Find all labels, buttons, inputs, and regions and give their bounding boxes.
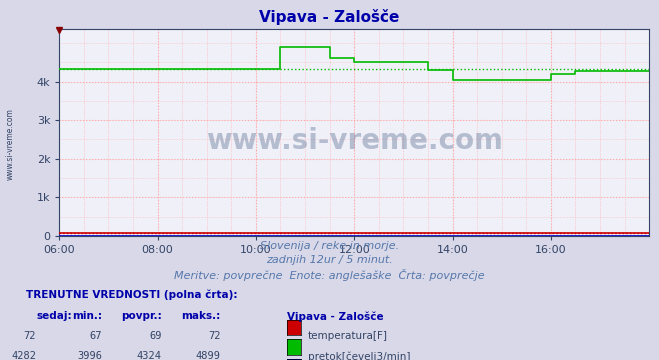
Text: 4282: 4282 — [11, 351, 36, 360]
Text: maks.:: maks.: — [181, 311, 221, 321]
Text: 72: 72 — [24, 331, 36, 341]
Text: temperatura[F]: temperatura[F] — [308, 331, 387, 341]
Text: Vipava - Zalošče: Vipava - Zalošče — [287, 311, 384, 322]
Text: sedaj:: sedaj: — [36, 311, 72, 321]
Text: povpr.:: povpr.: — [121, 311, 161, 321]
Text: TRENUTNE VREDNOSTI (polna črta):: TRENUTNE VREDNOSTI (polna črta): — [26, 290, 238, 300]
Text: 4324: 4324 — [136, 351, 161, 360]
Text: Slovenija / reke in morje.: Slovenija / reke in morje. — [260, 241, 399, 251]
Text: 3996: 3996 — [77, 351, 102, 360]
Text: www.si-vreme.com: www.si-vreme.com — [206, 127, 503, 154]
Text: 67: 67 — [90, 331, 102, 341]
Text: zadnjih 12ur / 5 minut.: zadnjih 12ur / 5 minut. — [266, 255, 393, 265]
Text: 72: 72 — [208, 331, 221, 341]
Text: 4899: 4899 — [196, 351, 221, 360]
Text: Meritve: povprečne  Enote: anglešaške  Črta: povprečje: Meritve: povprečne Enote: anglešaške Črt… — [174, 269, 485, 280]
Text: www.si-vreme.com: www.si-vreme.com — [5, 108, 14, 180]
Text: pretok[čevelj3/min]: pretok[čevelj3/min] — [308, 351, 411, 360]
Text: 69: 69 — [149, 331, 161, 341]
Text: Vipava - Zalošče: Vipava - Zalošče — [259, 9, 400, 25]
Text: min.:: min.: — [72, 311, 102, 321]
